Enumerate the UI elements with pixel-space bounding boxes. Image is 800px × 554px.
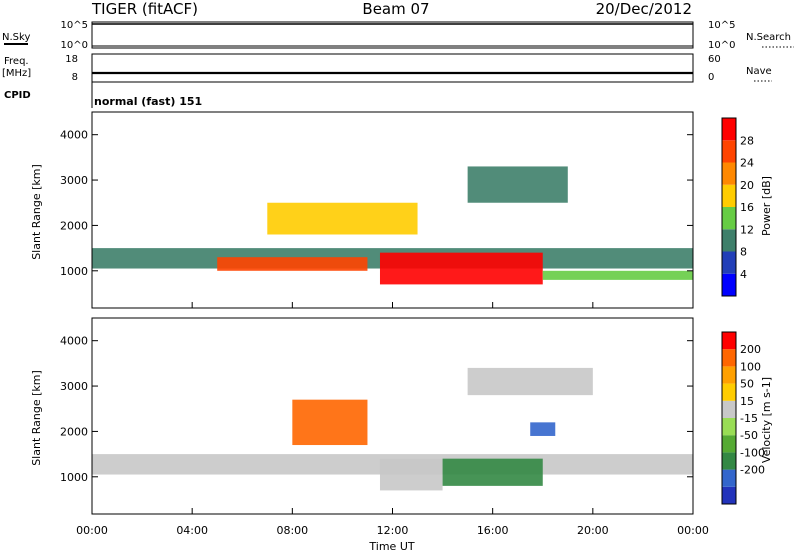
colorbar-tick-label: 50 bbox=[740, 378, 754, 391]
y-tick-label: 3000 bbox=[60, 380, 88, 393]
x-tick-label: 08:00 bbox=[276, 524, 308, 537]
radar-title: TIGER (fitACF) bbox=[91, 0, 198, 18]
colorbar-tick-label: 100 bbox=[740, 360, 761, 373]
power-colorbar-label: Power [dB] bbox=[760, 176, 773, 236]
colorbar-tick-label: 4 bbox=[740, 268, 747, 281]
colorbar-segment bbox=[722, 366, 736, 384]
y-tick-label: 2000 bbox=[60, 425, 88, 438]
colorbar-tick-label: -100 bbox=[740, 446, 765, 459]
colorbar-tick-label: -200 bbox=[740, 464, 765, 477]
velocity-y-axis: 1000 2000 3000 4000 bbox=[60, 335, 693, 484]
colorbar-segment bbox=[722, 162, 736, 185]
colorbar-segment bbox=[722, 486, 736, 504]
heatmap-band-1-1 bbox=[292, 399, 368, 446]
y-tick-label: 4000 bbox=[60, 335, 88, 348]
freq-panel: Freq. [MHz] 18 8 Nave 60 0 bbox=[2, 53, 772, 83]
colorbar-segment bbox=[722, 383, 736, 401]
velocity-x-axis: 00:00 04:00 08:00 12:00 16:00 20:00 00:00 bbox=[76, 508, 709, 537]
colorbar-tick-label: -15 bbox=[740, 412, 758, 425]
power-cells bbox=[92, 166, 693, 285]
nsky-tick-bottom: 10^0 bbox=[61, 40, 88, 51]
heatmap-band-0-5 bbox=[467, 166, 568, 203]
colorbar-segment bbox=[722, 251, 736, 274]
colorbar-segment bbox=[722, 452, 736, 470]
colorbar-tick-label: 24 bbox=[740, 157, 754, 170]
power-x-ticks bbox=[91, 302, 694, 308]
y-tick-label: 4000 bbox=[60, 129, 88, 142]
x-tick-label: 00:00 bbox=[677, 524, 709, 537]
y-tick-label: 1000 bbox=[60, 471, 88, 484]
colorbar-segment bbox=[722, 229, 736, 252]
x-axis-label: Time UT bbox=[368, 540, 414, 553]
colorbar-frame bbox=[721, 117, 737, 297]
x-tick-label: 04:00 bbox=[176, 524, 208, 537]
y-tick-label: 1000 bbox=[60, 265, 88, 278]
power-y-axis: 1000 2000 3000 4000 bbox=[60, 129, 693, 278]
colorbar-tick-label: -50 bbox=[740, 429, 758, 442]
colorbar-tick-label: 15 bbox=[740, 395, 754, 408]
beam-label: Beam 07 bbox=[362, 0, 429, 18]
nsearch-tick-top: 10^5 bbox=[708, 20, 735, 31]
x-tick-label: 00:00 bbox=[76, 524, 108, 537]
nave-tick-top: 60 bbox=[708, 54, 721, 65]
heatmap-band-1-2 bbox=[379, 458, 443, 491]
nave-tick-bottom: 0 bbox=[708, 72, 714, 83]
velocity-cells bbox=[92, 367, 693, 491]
colorbar-segment bbox=[722, 140, 736, 163]
date-label: 20/Dec/2012 bbox=[596, 0, 692, 18]
heatmap-band-1-3 bbox=[442, 458, 543, 486]
velocity-colorbar: 200 100 50 15 -15 -50 -100 -200 bbox=[721, 331, 765, 505]
colorbar-segment bbox=[722, 332, 736, 350]
cpid-panel: CPID normal (fast) 151 bbox=[4, 82, 202, 108]
x-tick-label: 12:00 bbox=[377, 524, 409, 537]
nsky-label: N.Sky bbox=[2, 32, 30, 43]
colorbar-tick-label: 12 bbox=[740, 223, 754, 236]
freq-tick-bottom: 8 bbox=[72, 72, 78, 83]
power-heatmap-panel: 1000 2000 3000 4000 Slant Range [km] 4 8 12 16… bbox=[30, 111, 773, 309]
heatmap-band-1-5 bbox=[467, 367, 593, 396]
y-tick-label: 3000 bbox=[60, 174, 88, 187]
freq-label-line2: [MHz] bbox=[2, 68, 31, 79]
power-colorbar: 4 8 12 16 20 24 28 bbox=[721, 117, 754, 297]
colorbar-tick-label: 20 bbox=[740, 179, 754, 192]
colorbar-segment bbox=[722, 435, 736, 453]
velocity-colorbar-label: Velocity [m s-1] bbox=[760, 377, 773, 463]
nsky-tick-top: 10^5 bbox=[61, 20, 88, 31]
cpid-text: normal (fast) 151 bbox=[94, 95, 202, 108]
power-y-axis-label: Slant Range [km] bbox=[30, 164, 43, 260]
colorbar-segment bbox=[722, 207, 736, 230]
freq-tick-top: 18 bbox=[65, 54, 78, 65]
heatmap-band-0-4 bbox=[267, 202, 418, 235]
colorbar-frame bbox=[721, 331, 737, 505]
heatmap-band-0-1 bbox=[217, 257, 368, 271]
heatmap-band-0-3 bbox=[542, 270, 693, 280]
nsearch-label: N.Search bbox=[746, 32, 791, 43]
colorbar-segment bbox=[722, 418, 736, 436]
y-tick-label: 2000 bbox=[60, 219, 88, 232]
heatmap-band-1-4 bbox=[530, 422, 556, 436]
colorbar-tick-label: 8 bbox=[740, 246, 747, 259]
nsearch-tick-bottom: 10^0 bbox=[708, 40, 735, 51]
colorbar-tick-label: 16 bbox=[740, 201, 754, 214]
x-tick-label: 16:00 bbox=[477, 524, 509, 537]
colorbar-segment bbox=[722, 469, 736, 487]
cpid-label: CPID bbox=[4, 90, 31, 101]
colorbar-segment bbox=[722, 273, 736, 296]
velocity-y-axis-label: Slant Range [km] bbox=[30, 370, 43, 466]
heatmap-band-0-2 bbox=[379, 252, 543, 285]
colorbar-tick-label: 28 bbox=[740, 134, 754, 147]
colorbar-segment bbox=[722, 349, 736, 367]
nsky-panel: N.Sky 10^5 10^0 N.Search 10^5 10^0 bbox=[2, 20, 794, 51]
velocity-heatmap-panel: 1000 2000 3000 4000 00:00 04:00 08:00 12:00 16:… bbox=[30, 317, 773, 553]
colorbar-segment bbox=[722, 184, 736, 207]
nave-label: Nave bbox=[746, 66, 772, 77]
colorbar-segment bbox=[722, 118, 736, 141]
colorbar-segment bbox=[722, 400, 736, 418]
colorbar-tick-label: 200 bbox=[740, 343, 761, 356]
freq-label-line1: Freq. bbox=[4, 56, 29, 67]
x-tick-label: 20:00 bbox=[577, 524, 609, 537]
